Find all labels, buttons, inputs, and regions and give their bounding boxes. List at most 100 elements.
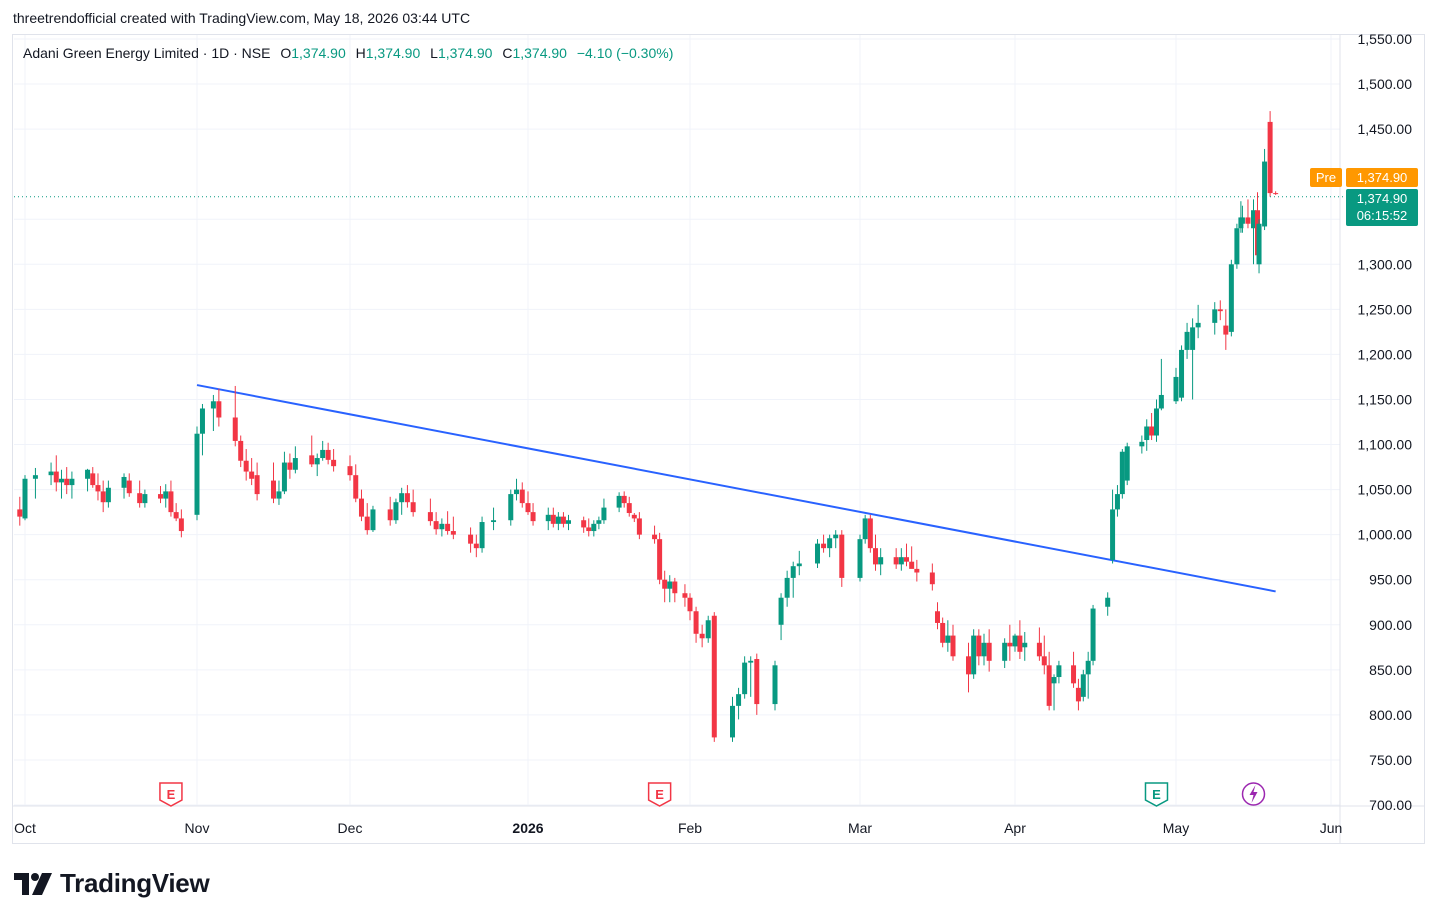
- candle: [1090, 604, 1096, 666]
- open-label: O: [280, 45, 292, 61]
- x-tick-label: Apr: [1004, 820, 1026, 836]
- last-price-tag: 1,374.90 06:15:52: [1346, 189, 1418, 226]
- candle-body: [1158, 394, 1164, 409]
- candle: [479, 516, 485, 553]
- candle: [596, 516, 602, 530]
- candle-body: [1051, 677, 1057, 684]
- candle-body: [878, 557, 884, 565]
- y-tick-label: 1,250.00: [1358, 301, 1413, 317]
- candle-body: [439, 523, 445, 530]
- x-tick-label: Oct: [14, 820, 36, 836]
- candle: [950, 624, 956, 661]
- candle: [986, 629, 992, 672]
- candle: [331, 449, 337, 472]
- candle-body: [1184, 331, 1190, 350]
- candle: [347, 455, 353, 481]
- candle-body: [314, 458, 320, 465]
- candle: [772, 660, 778, 711]
- candle-body: [473, 543, 479, 549]
- candle-body: [833, 534, 839, 539]
- candle: [667, 575, 673, 603]
- candle: [100, 480, 106, 513]
- x-tick-label: Mar: [848, 820, 872, 836]
- candle-body: [581, 520, 587, 528]
- candle-body: [929, 572, 935, 585]
- candle-body: [105, 487, 111, 503]
- candle: [64, 467, 70, 495]
- candle: [393, 498, 399, 524]
- candle: [705, 615, 711, 643]
- candle-body: [1110, 509, 1116, 560]
- candle: [292, 446, 298, 474]
- y-tick-label: 900.00: [1369, 617, 1412, 633]
- candle-body: [790, 566, 796, 578]
- candle-body: [1090, 608, 1096, 661]
- symbol-name: Adani Green Energy Limited · 1D · NSE: [23, 45, 271, 61]
- candle: [893, 548, 899, 569]
- y-tick-label: 800.00: [1369, 707, 1412, 723]
- candle: [439, 518, 445, 537]
- candle: [682, 584, 688, 607]
- candle: [1223, 309, 1229, 350]
- candle: [243, 449, 249, 481]
- candle-body: [325, 449, 331, 460]
- candle: [1234, 223, 1240, 269]
- candle-body: [137, 493, 143, 504]
- candle: [254, 462, 260, 501]
- candle: [194, 426, 200, 521]
- candle-body: [69, 478, 75, 486]
- candle: [320, 440, 326, 461]
- candle: [1110, 489, 1116, 564]
- candle: [168, 480, 174, 517]
- candle-body: [353, 475, 359, 499]
- earnings-e-icon: [647, 782, 672, 807]
- candle: [693, 606, 699, 643]
- candle: [904, 543, 909, 567]
- candle: [1007, 624, 1013, 661]
- candle-body: [821, 543, 827, 549]
- candle-body: [1217, 309, 1223, 312]
- candle: [586, 518, 592, 537]
- candle: [95, 473, 101, 501]
- attribution-text: threetrendofficial created with TradingV…: [13, 10, 471, 26]
- candle: [966, 642, 971, 693]
- countdown: 06:15:52: [1357, 208, 1408, 223]
- low-value: 1,374.90: [437, 45, 493, 61]
- candle: [271, 462, 276, 504]
- candle: [1022, 631, 1028, 661]
- candle: [1158, 358, 1164, 411]
- candle: [687, 593, 693, 621]
- trendline-layer: [196, 384, 1276, 593]
- candle: [1139, 435, 1145, 454]
- candle-body: [693, 611, 699, 634]
- candle-body: [699, 633, 705, 639]
- y-axis: 700.00 750.00 800.00 850.00 900.00 950.00 1,00…: [1358, 31, 1413, 813]
- candle: [748, 656, 754, 697]
- candle: [878, 548, 884, 576]
- candle-body: [95, 485, 101, 492]
- candle-body: [508, 494, 514, 521]
- candle: [468, 527, 474, 553]
- candle-body: [393, 502, 399, 521]
- close-value: 1,374.90: [512, 45, 567, 61]
- candle: [427, 498, 433, 526]
- y-tick-label: 1,500.00: [1358, 76, 1413, 92]
- candle-body: [126, 480, 132, 494]
- x-tick-label: Nov: [185, 820, 210, 836]
- candle-body: [158, 494, 164, 499]
- candle-body: [199, 408, 205, 434]
- candle: [550, 507, 556, 528]
- candle-body: [657, 539, 663, 580]
- candle: [48, 462, 54, 486]
- candle-body: [601, 507, 607, 521]
- candle-body: [591, 523, 597, 532]
- candle: [545, 507, 551, 531]
- pre-label: Pre: [1316, 170, 1336, 185]
- candle: [514, 478, 520, 501]
- y-tick-label: 1,050.00: [1358, 482, 1413, 498]
- candle-body: [652, 534, 658, 540]
- candle-body: [427, 512, 433, 522]
- candle-body: [950, 635, 956, 657]
- tradingview-logo[interactable]: TradingView: [14, 868, 210, 899]
